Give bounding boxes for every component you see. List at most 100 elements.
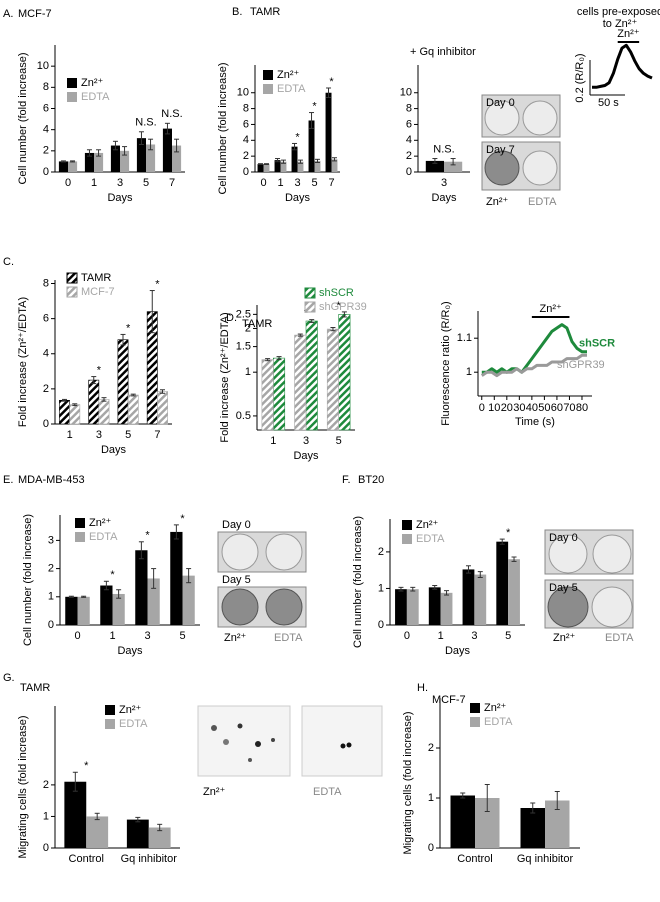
chart-title: MDA-MB-453 <box>18 474 85 486</box>
error-bar <box>148 138 154 151</box>
well <box>265 588 303 626</box>
y-axis-label: Fold increase (Zn²⁺/EDTA) <box>17 297 29 427</box>
x-tick-label: 5 <box>179 630 185 642</box>
bar <box>147 578 160 625</box>
annotation: * <box>312 100 317 112</box>
cell <box>211 725 217 731</box>
y-tick-label: 2 <box>48 562 54 574</box>
x-axis-label: Days <box>107 192 133 204</box>
annotation: * <box>304 308 309 320</box>
y-tick-label: 8 <box>243 102 249 114</box>
legend-swatch <box>105 719 115 729</box>
annotation: N.S. <box>161 108 182 120</box>
x-tick-label: 0 <box>404 630 410 642</box>
well <box>592 534 632 574</box>
bar <box>263 164 270 172</box>
y-tick-label: 4 <box>43 348 49 360</box>
x-tick-label: 1 <box>67 429 73 441</box>
image-label: Zn²⁺ <box>486 196 509 208</box>
x-tick-label: 3 <box>303 435 309 447</box>
bar <box>305 320 318 431</box>
error-bar <box>103 580 109 591</box>
legend-swatch <box>67 92 77 102</box>
line <box>480 353 587 378</box>
photo <box>301 705 383 777</box>
bar <box>64 781 87 848</box>
image-label: EDTA <box>313 786 342 798</box>
image-label: Day 5 <box>549 582 578 594</box>
bar <box>520 808 545 848</box>
y-tick-label: 6 <box>43 313 49 325</box>
bar <box>117 339 129 425</box>
x-axis-label: Days <box>285 192 311 204</box>
y-tick-label: 10 <box>400 87 412 99</box>
y-tick-label: 4 <box>243 134 249 146</box>
x-tick-label: 3 <box>294 177 300 189</box>
y-tick-label: 1.1 <box>457 332 472 344</box>
scale-label: 50 s <box>598 97 619 109</box>
error-bar <box>309 112 315 129</box>
x-tick-label: 5 <box>125 429 131 441</box>
panel-label: C. <box>3 256 14 268</box>
bar <box>508 559 520 625</box>
x-axis-label: Days <box>101 444 127 456</box>
bar <box>406 589 419 625</box>
y-tick-label: 1.5 <box>236 341 251 353</box>
error-bar <box>398 586 404 592</box>
legend-label: Zn²⁺ <box>484 702 507 714</box>
error-bar <box>70 160 76 163</box>
legend-label: Zn²⁺ <box>119 704 142 716</box>
legend-swatch <box>402 534 412 544</box>
annotation: N.S. <box>135 117 156 129</box>
bar <box>182 575 195 625</box>
bar <box>77 596 90 625</box>
x-axis-label: Time (s) <box>515 416 555 428</box>
well <box>484 100 520 136</box>
x-tick-label: Control <box>69 853 104 865</box>
y-tick-label: 1 <box>245 366 251 378</box>
bar <box>331 159 338 172</box>
error-bar <box>331 157 337 162</box>
error-bar <box>314 158 320 163</box>
bar <box>88 379 100 425</box>
legend-label: EDTA <box>119 718 148 730</box>
bar <box>86 816 109 848</box>
legend-swatch <box>66 286 78 298</box>
bar <box>136 138 146 172</box>
bar <box>308 120 315 172</box>
error-bar <box>116 589 122 599</box>
error-bar <box>122 146 128 156</box>
error-bar <box>68 595 74 598</box>
y-axis-label: Migrating cells (fold increase) <box>402 711 414 854</box>
bar <box>110 145 120 172</box>
error-bar <box>460 792 466 799</box>
bar <box>440 592 453 625</box>
y-tick-label: 2 <box>245 322 251 334</box>
x-tick-label: 0 <box>65 177 71 189</box>
annotation: * <box>84 760 89 772</box>
well <box>484 150 520 186</box>
error-bar <box>62 398 68 402</box>
panel-label: A. <box>3 8 13 20</box>
legend-swatch <box>402 520 412 530</box>
x-axis-label: Days <box>117 645 143 657</box>
y-tick-label: 0 <box>43 842 49 854</box>
error-bar <box>484 784 490 812</box>
well <box>522 150 558 186</box>
y-axis-label: Cell number (fold increase) <box>22 514 34 646</box>
y-tick-label: 0 <box>406 166 412 178</box>
bar <box>428 587 441 625</box>
y-tick-label: 0 <box>43 418 49 430</box>
legend-label: MCF-7 <box>81 286 115 298</box>
error-bar <box>297 333 303 337</box>
error-bar <box>101 397 107 402</box>
error-bar <box>432 585 438 590</box>
image-label: Day 0 <box>549 532 578 544</box>
error-bar <box>432 158 438 164</box>
error-bar <box>330 327 336 332</box>
legend-swatch <box>75 518 85 528</box>
error-bar <box>276 356 282 361</box>
bar <box>148 827 171 848</box>
x-tick-label: 3 <box>441 177 447 189</box>
annotation: * <box>295 131 300 143</box>
